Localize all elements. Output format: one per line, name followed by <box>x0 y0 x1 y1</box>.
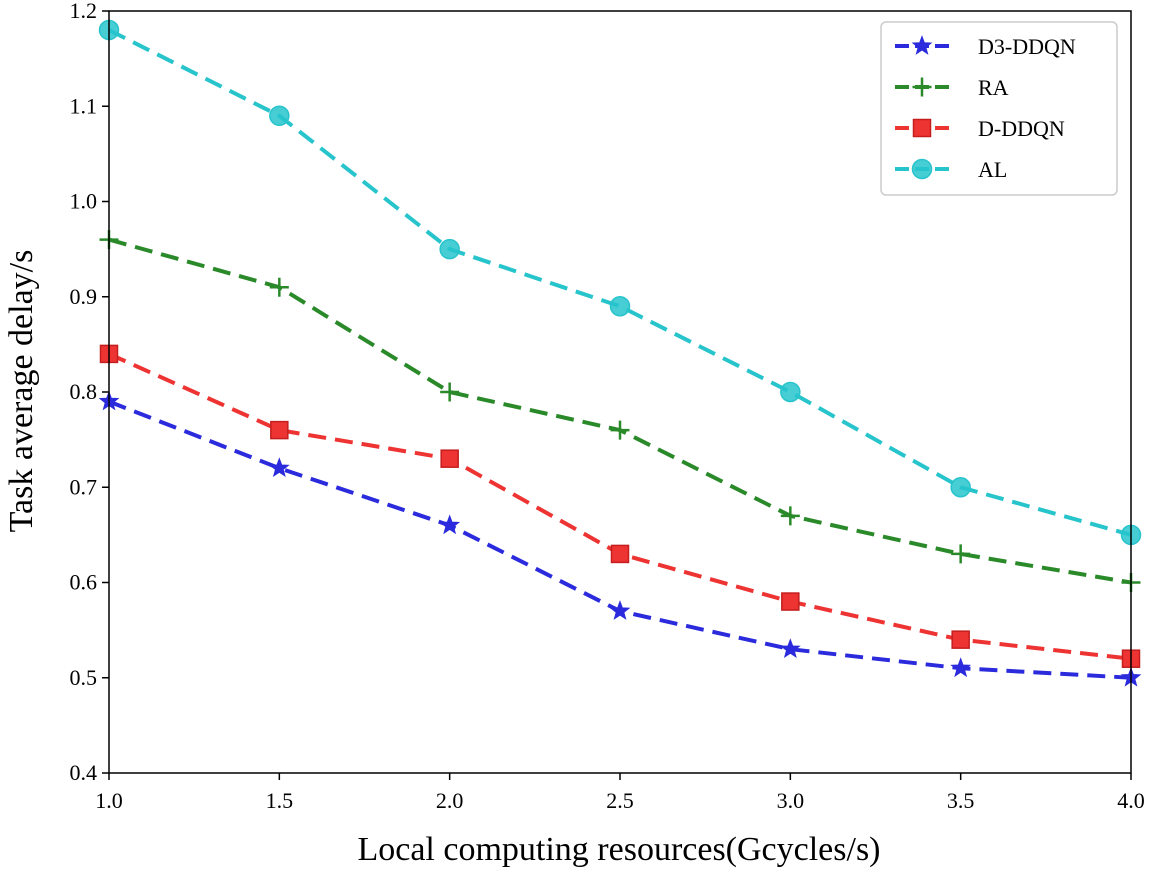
data-point <box>951 630 970 649</box>
data-point <box>269 277 289 297</box>
y-tick-label: 0.7 <box>70 474 98 499</box>
x-tick-label: 2.0 <box>436 788 464 813</box>
y-tick-label: 1.2 <box>70 0 98 23</box>
legend-item-al: AL <box>895 157 1007 182</box>
x-tick-label: 4.0 <box>1117 788 1145 813</box>
data-point <box>950 657 972 678</box>
legend-label: RA <box>978 75 1009 100</box>
y-axis-title: Task average delay/s <box>3 250 40 533</box>
legend-item-d3-ddqn: D3-DDQN <box>895 34 1076 59</box>
legend-label: D3-DDQN <box>978 34 1076 59</box>
data-point <box>951 544 971 564</box>
data-point <box>440 449 459 468</box>
data-point <box>269 105 290 127</box>
x-tick-label: 1.5 <box>266 788 294 813</box>
x-tick-label: 3.0 <box>777 788 805 813</box>
data-point <box>439 514 461 535</box>
y-tick-label: 0.6 <box>70 570 98 595</box>
legend-label: AL <box>978 157 1007 182</box>
legend-marker <box>911 158 933 180</box>
y-tick-label: 1.1 <box>70 93 98 118</box>
y-tick-label: 1.0 <box>70 189 98 214</box>
data-point <box>609 600 631 620</box>
series-layer <box>98 19 1142 687</box>
x-tick-label: 3.5 <box>947 788 975 813</box>
data-point <box>610 420 630 440</box>
y-tick-label: 0.8 <box>70 379 98 404</box>
y-tick-label: 0.5 <box>70 665 98 690</box>
data-point <box>268 457 290 478</box>
legend-box <box>880 21 1118 196</box>
data-point <box>439 238 460 260</box>
data-point <box>780 506 800 526</box>
data-point <box>779 638 801 659</box>
axes-layer: 1.0 1.5 2.0 2.5 3.0 3.5 4.0 0.4 0.5 0.6 0.7 0.8 0.9 1… <box>70 0 1145 813</box>
y-tick-label: 0.9 <box>70 284 98 309</box>
x-tick-label: 2.5 <box>606 788 634 813</box>
data-point <box>609 296 631 317</box>
legend-item-d-ddqn: D-DDQN <box>895 116 1065 141</box>
y-tick-label: 0.4 <box>70 760 98 785</box>
data-point <box>610 544 630 564</box>
data-point <box>781 592 800 611</box>
series-d-ddqn <box>99 344 1141 668</box>
x-axis-title: Local computing resources(Gcycles/s) <box>357 831 880 868</box>
data-point <box>780 381 801 403</box>
legend: D3-DDQN RA D-DDQN AL <box>880 21 1118 196</box>
legend-marker <box>912 77 932 97</box>
legend-marker <box>911 35 933 55</box>
legend-marker <box>912 118 932 138</box>
data-point <box>440 382 460 402</box>
data-point <box>950 477 971 498</box>
x-tick-label: 1.0 <box>95 788 123 813</box>
legend-item-ra: RA <box>895 75 1009 100</box>
data-point <box>270 420 289 440</box>
legend-label: D-DDQN <box>978 116 1065 141</box>
